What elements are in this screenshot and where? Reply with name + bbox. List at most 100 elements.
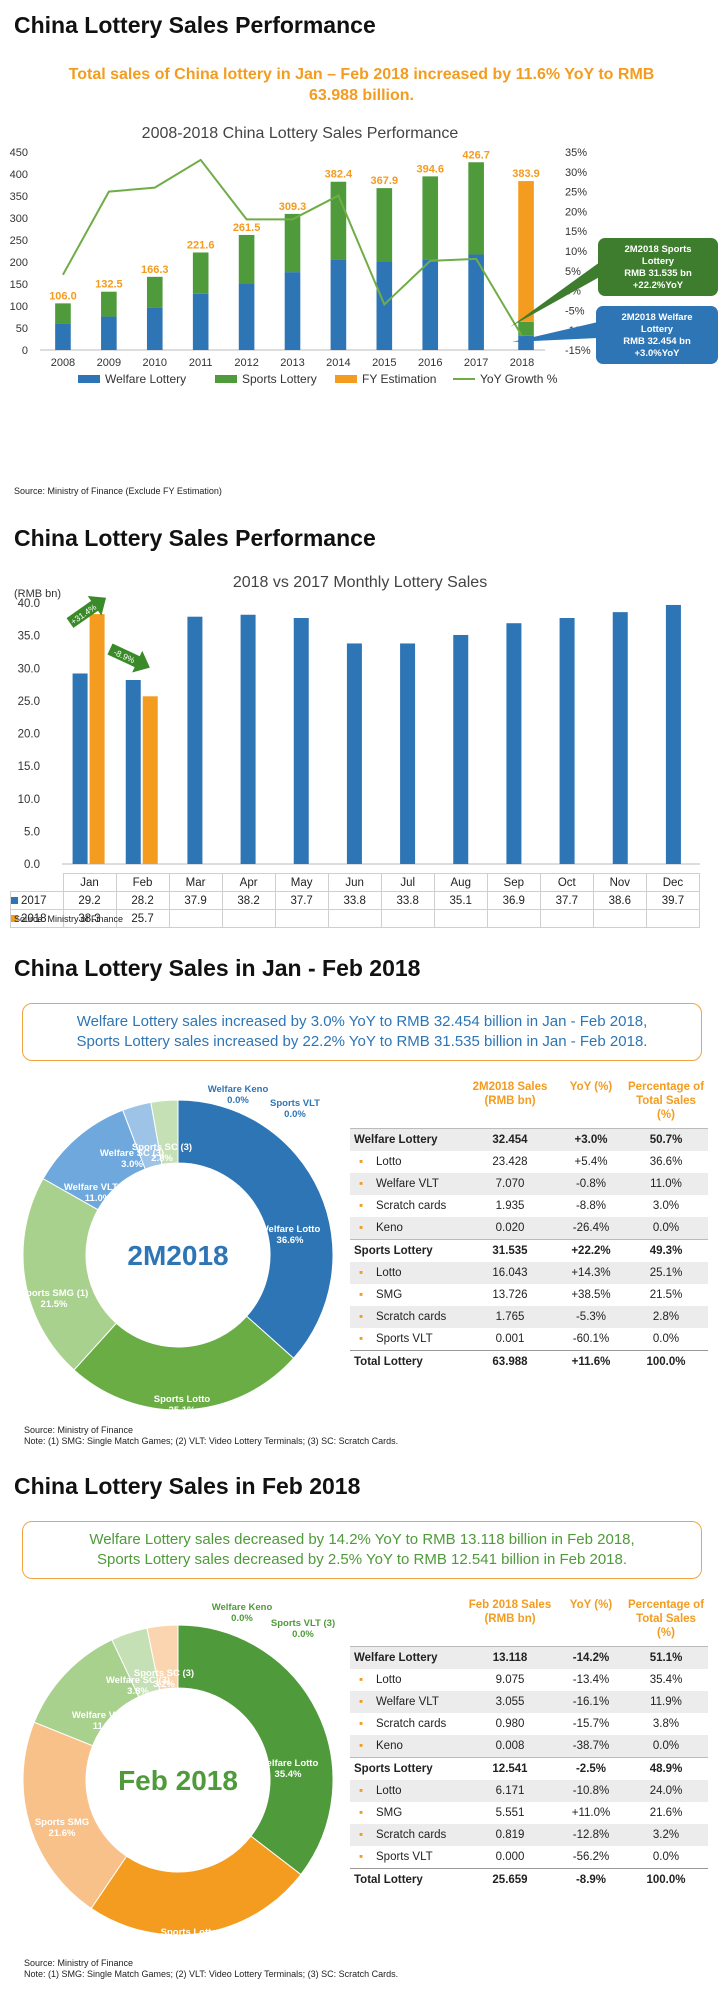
bar-welfare <box>422 259 439 350</box>
table-row: ▪ Lotto 16.043 +14.3% 25.1% <box>350 1262 708 1284</box>
y2-tick-label: -15% <box>565 345 591 357</box>
cell-sales: 31.535 <box>462 1239 558 1262</box>
y-tick-label: 40.0 <box>18 598 40 610</box>
x-tick-label: 2014 <box>326 357 350 369</box>
x-tick-label: 2011 <box>189 357 213 369</box>
cell-sales: 13.118 <box>462 1646 558 1669</box>
cell-pct: 35.4% <box>649 1674 683 1686</box>
chart1-plot: 050100150200250300350400450-15%-10%-5%0%… <box>10 147 718 386</box>
cell-yoy: -16.1% <box>558 1691 624 1713</box>
slice-label: Welfare Lotto <box>258 1758 319 1769</box>
y-tick-label: 35.0 <box>18 631 40 643</box>
callout-welfare-pointer <box>512 322 598 342</box>
month-header: Mar <box>168 873 223 892</box>
y-tick-label: 200 <box>10 257 28 269</box>
slice-label: Sports SC (3) <box>132 1142 192 1153</box>
callout-welfare-text: Lottery <box>641 324 674 335</box>
y-tick-label: 50 <box>16 323 28 335</box>
table-cell <box>221 909 276 928</box>
bullet-icon: ▪ <box>350 1780 372 1802</box>
table-header: YoY (%) <box>569 1081 613 1093</box>
bullet-icon: ▪ <box>350 1173 372 1195</box>
bar-total-label: 261.5 <box>233 222 261 234</box>
bar-total-label: 382.4 <box>325 169 353 181</box>
cell-pct: 3.0% <box>652 1200 680 1212</box>
bar-welfare <box>146 307 163 350</box>
bar-total-label: 426.7 <box>462 149 490 161</box>
legend-label: Sports Lottery <box>242 372 317 386</box>
bar-total-label: 166.3 <box>141 264 169 276</box>
row-label: Welfare Lottery <box>350 1646 462 1669</box>
table-row: ▪ Sports VLT 0.000 -56.2% 0.0% <box>350 1846 708 1869</box>
cell-sales: 16.043 <box>462 1262 558 1284</box>
month-header: May <box>274 873 329 892</box>
table-row: Sports Lottery 12.541 -2.5% 48.9% <box>350 1757 708 1780</box>
slice-value: 3.2% <box>153 1679 175 1690</box>
table-corner <box>350 1076 462 1129</box>
bullet-icon: ▪ <box>350 1691 372 1713</box>
table-row: Welfare Lottery 13.118 -14.2% 51.1% <box>350 1646 708 1669</box>
bar-welfare <box>55 323 71 350</box>
bar-sports <box>330 181 347 260</box>
slice-label: Welfare Keno <box>212 1602 273 1613</box>
bar-2017 <box>72 673 88 864</box>
bullet-icon: ▪ <box>358 1807 364 1819</box>
row-label: Scratch cards <box>376 1200 447 1212</box>
slice-label: Sports VLT (3) <box>271 1618 335 1629</box>
bar-sports <box>468 162 484 255</box>
x-tick-label: 2010 <box>143 357 167 369</box>
monthly-sales-chart: 2018 vs 2017 Monthly Lottery Sales (RMB b… <box>14 574 700 871</box>
bullet-icon: ▪ <box>350 1824 372 1846</box>
feb-sales-table: Feb 2018 Sales (RMB bn) YoY (%) Percentage… <box>350 1594 708 1891</box>
month-header: Jan <box>62 873 117 892</box>
bullet-icon: ▪ <box>358 1718 364 1730</box>
y2-tick-label: 10% <box>565 246 587 258</box>
y-tick-label: 450 <box>10 147 28 159</box>
section1-subtitle: Total sales of China lottery in Jan – Fe… <box>0 64 723 106</box>
cell-yoy: -2.5% <box>558 1757 624 1780</box>
legend-swatch <box>335 375 357 383</box>
slice-value: 21.6% <box>49 1828 76 1839</box>
bar-sports <box>284 213 301 273</box>
bar-sports <box>422 176 439 260</box>
x-tick-label: 2016 <box>418 357 442 369</box>
y-tick-label: 0.0 <box>24 859 40 871</box>
callout-sports-pointer <box>510 262 612 327</box>
slice-value: 36.6% <box>277 1235 304 1246</box>
section4-source: Source: Ministry of Finance <box>24 1958 134 1968</box>
bar-welfare <box>192 293 209 350</box>
slice-label: Welfare SC (3) <box>100 1148 164 1159</box>
month-header: Sep <box>486 873 541 892</box>
section3-source: Source: Ministry of Finance <box>24 1425 134 1435</box>
table-cell <box>380 909 435 928</box>
bullet-icon: ▪ <box>350 1217 372 1240</box>
slice-label: Welfare Keno <box>208 1084 269 1095</box>
legend-label: Welfare Lottery <box>105 372 186 386</box>
table-row: ▪ Welfare VLT 3.055 -16.1% 11.9% <box>350 1691 708 1713</box>
series-row-label: 2018 <box>10 909 64 928</box>
y-tick-label: 300 <box>10 213 28 225</box>
bar-welfare <box>238 283 255 350</box>
callout-sports-text: RMB 31.535 bn <box>624 268 692 279</box>
subtitle-line2: 63.988 billion. <box>309 87 414 104</box>
bar-total-label: 309.3 <box>279 201 307 213</box>
y2-tick-label: 15% <box>565 226 587 238</box>
cell-pct: 49.3% <box>624 1239 708 1262</box>
table-row: ▪ Lotto 6.171 -10.8% 24.0% <box>350 1780 708 1802</box>
table-cell: 37.7 <box>274 891 329 910</box>
bar-total-label: 367.9 <box>371 175 399 187</box>
bullet-icon: ▪ <box>350 1306 372 1328</box>
table-cell <box>539 909 594 928</box>
bar-sports <box>55 303 71 324</box>
chart1-title: 2008-2018 China Lottery Sales Performanc… <box>142 125 459 142</box>
bar-sports <box>376 188 393 262</box>
cell-yoy: -8.8% <box>575 1200 607 1212</box>
table-row: Welfare Lottery 32.454 +3.0% 50.7% <box>350 1128 708 1151</box>
slice-label: Welfare VLT (2) <box>64 1182 132 1193</box>
table-cell <box>486 909 541 928</box>
table-cell: 37.9 <box>168 891 223 910</box>
table-corner <box>350 1594 462 1647</box>
cell-yoy: -60.1% <box>572 1333 610 1345</box>
section4-summary-box: Welfare Lottery sales decreased by 14.2%… <box>22 1521 702 1579</box>
